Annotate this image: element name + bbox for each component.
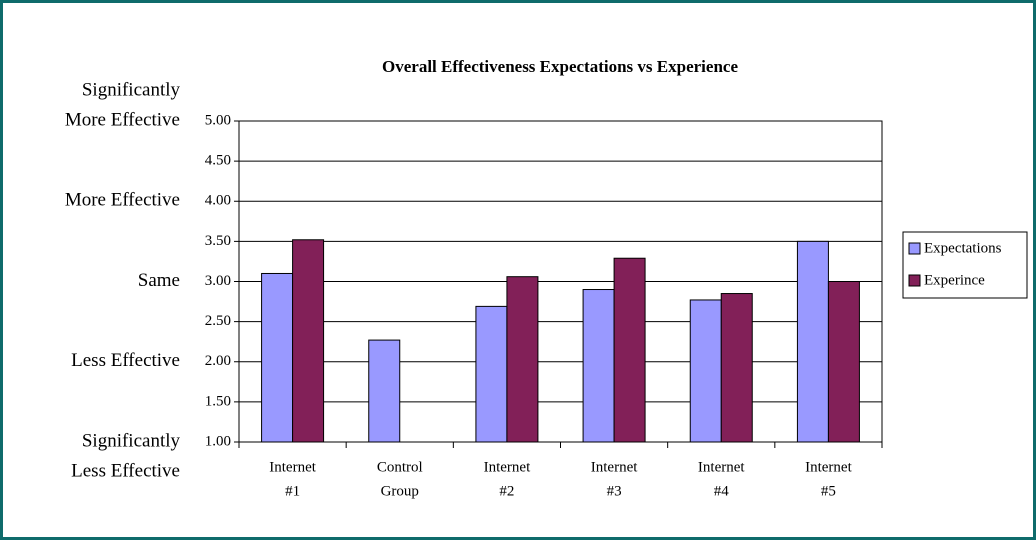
x-tick-label: Group [381, 483, 419, 499]
y-annotation: Same [138, 270, 180, 291]
x-tick-label: Internet [805, 459, 852, 475]
y-annotation: Significantly [82, 430, 181, 451]
x-tick-label: Internet [484, 459, 531, 475]
x-tick-label: Internet [698, 459, 745, 475]
y-annotation: More Effective [65, 190, 180, 211]
bar [475, 305, 508, 443]
y-tick-label: 4.50 [205, 153, 231, 169]
y-tick-label: 1.50 [205, 393, 231, 409]
x-tick-label: #3 [607, 483, 622, 499]
y-tick-label: 2.00 [205, 353, 231, 369]
x-tick-label: #2 [499, 483, 514, 499]
y-tick-label: 2.50 [205, 313, 231, 329]
legend-label: Experince [924, 272, 985, 288]
y-annotation: Less Effective [71, 460, 180, 481]
bar [292, 239, 325, 443]
y-tick-label: 3.00 [205, 273, 231, 289]
y-tick-label: 4.00 [205, 193, 231, 209]
y-annotation: Significantly [82, 79, 181, 100]
bar [689, 299, 722, 443]
bar [720, 293, 753, 443]
x-tick-label: #4 [714, 483, 730, 499]
legend-label: Expectations [924, 240, 1002, 256]
legend-swatch [908, 274, 921, 287]
bar [506, 276, 539, 443]
y-annotation: Less Effective [71, 350, 180, 371]
bar [368, 339, 401, 443]
x-tick-label: Control [377, 459, 423, 475]
bar [827, 281, 860, 443]
bar [261, 272, 294, 443]
bar [796, 240, 829, 443]
chart-title: Overall Effectiveness Expectations vs Ex… [382, 57, 738, 76]
bar [613, 257, 646, 443]
x-tick-label: Internet [591, 459, 638, 475]
y-tick-label: 3.50 [205, 233, 231, 249]
y-tick-label: 5.00 [205, 112, 231, 128]
x-tick-label: Internet [269, 459, 316, 475]
legend [902, 231, 1028, 299]
x-tick-label: #5 [821, 483, 836, 499]
legend-swatch [908, 242, 921, 255]
x-tick-label: #1 [285, 483, 300, 499]
bar [582, 289, 615, 443]
y-tick-label: 1.00 [205, 433, 231, 449]
y-annotation: More Effective [65, 109, 180, 130]
